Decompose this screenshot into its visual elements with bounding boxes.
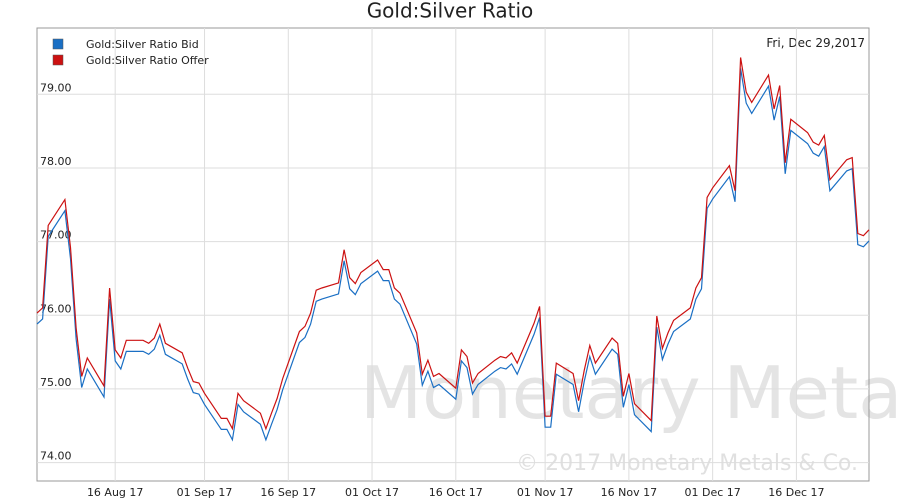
x-tick-label: 01 Sep 17: [177, 486, 233, 499]
y-tick-label: 76.00: [40, 302, 72, 315]
chart-title: Gold:Silver Ratio: [367, 0, 534, 23]
y-tick-label: 74.00: [40, 450, 72, 463]
legend-swatch: [52, 54, 64, 66]
x-tick-label: 01 Dec 17: [685, 486, 741, 499]
y-tick-label: 79.00: [40, 81, 72, 94]
legend-swatch: [52, 38, 64, 50]
legend-label: Gold:Silver Ratio Bid: [86, 38, 199, 51]
x-tick-label: 16 Dec 17: [768, 486, 824, 499]
x-tick-label: 16 Nov 17: [601, 486, 657, 499]
y-tick-label: 78.00: [40, 155, 72, 168]
legend-label: Gold:Silver Ratio Offer: [86, 54, 209, 67]
x-tick-label: 01 Nov 17: [517, 486, 573, 499]
x-tick-label: 01 Oct 17: [345, 486, 399, 499]
series-line: [36, 57, 870, 431]
y-tick-label: 75.00: [40, 376, 72, 389]
plot-area: [36, 27, 870, 482]
x-tick-label: 16 Aug 17: [87, 486, 143, 499]
x-tick-label: 16 Oct 17: [429, 486, 483, 499]
x-tick-label: 16 Sep 17: [260, 486, 316, 499]
copyright: © 2017 Monetary Metals & Co.: [516, 451, 858, 476]
date-label: Fri, Dec 29,2017: [766, 36, 865, 50]
